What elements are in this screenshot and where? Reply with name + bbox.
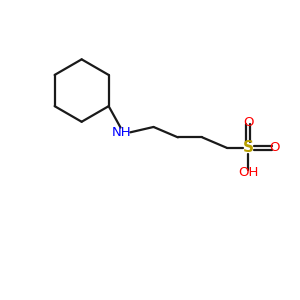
Text: S: S (243, 140, 254, 155)
Text: OH: OH (238, 166, 258, 178)
Text: NH: NH (112, 126, 132, 140)
Text: O: O (243, 116, 253, 129)
Text: O: O (269, 141, 280, 154)
